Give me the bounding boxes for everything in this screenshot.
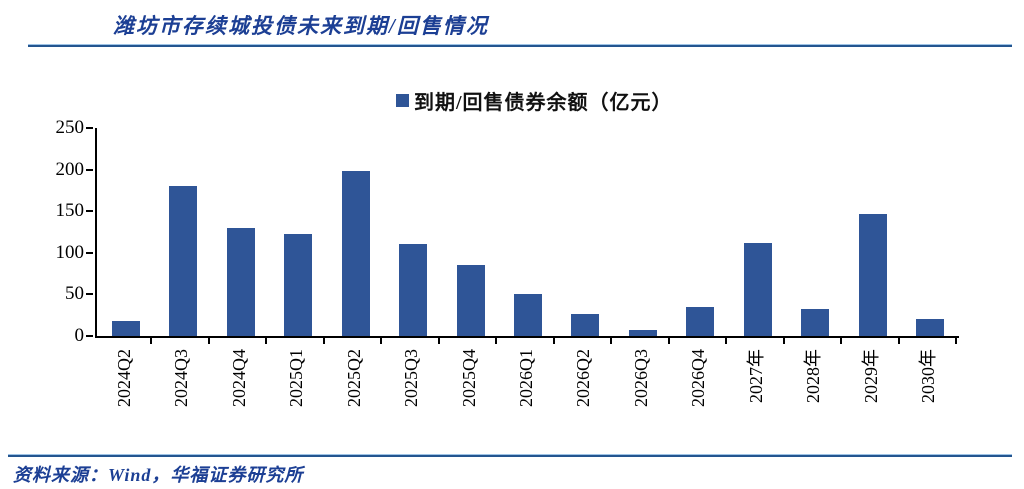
x-axis-category-label-2029年: 2029年 xyxy=(860,349,881,403)
y-axis-tick-mark-0 xyxy=(86,335,93,337)
x-axis-category-label-2026Q1: 2026Q1 xyxy=(516,349,536,407)
bar-2027年 xyxy=(743,242,772,336)
bar-2030年 xyxy=(916,318,945,336)
bar-chart-plot-area xyxy=(95,128,959,338)
x-axis-category-label-2025Q4: 2025Q4 xyxy=(458,349,479,407)
x-axis-category-label-2028年: 2028年 xyxy=(803,349,824,403)
x-axis-tick-mark-13 xyxy=(840,337,843,344)
x-axis-category-label-2025Q2: 2025Q2 xyxy=(343,349,364,407)
x-axis-tick-mark-5 xyxy=(380,337,383,344)
footer-divider-dark-stripe xyxy=(8,455,1012,457)
chart-legend: 到期/回售债券余额（亿元） xyxy=(396,86,673,115)
x-axis-category-label-2026Q2: 2026Q2 xyxy=(573,349,594,407)
bar-2028年 xyxy=(801,309,830,336)
x-axis-tick-mark-7 xyxy=(495,337,498,344)
x-axis-category-label-2027年: 2027年 xyxy=(745,349,766,403)
bar-2025Q3 xyxy=(399,243,428,336)
x-axis-tick-mark-11 xyxy=(725,337,728,344)
bar-2024Q4 xyxy=(226,227,255,336)
y-axis-tick-mark-50 xyxy=(86,293,93,296)
legend-square-marker-icon xyxy=(396,94,409,107)
y-axis-tick-label-50: 50 xyxy=(65,283,84,305)
x-axis-tick-mark-3 xyxy=(265,337,268,344)
bar-2029年 xyxy=(858,213,887,336)
x-axis-tick-mark-15 xyxy=(955,337,957,344)
y-axis-tick-label-100: 100 xyxy=(55,241,85,263)
x-axis-tick-mark-1 xyxy=(150,337,153,344)
bar-2024Q3 xyxy=(169,186,198,336)
x-axis-tick-mark-9 xyxy=(610,337,613,344)
y-axis-tick-mark-150 xyxy=(86,210,93,213)
footer-divider-light-stripe xyxy=(8,454,1012,455)
title-divider-dark-stripe xyxy=(28,45,1012,47)
bar-2026Q4 xyxy=(686,306,715,336)
bar-2025Q4 xyxy=(456,265,485,336)
x-axis-category-label-2024Q2: 2024Q2 xyxy=(113,349,134,407)
bar-2026Q1 xyxy=(514,293,542,336)
y-axis-tick-label-0: 0 xyxy=(74,325,85,346)
x-axis-category-label-2025Q1: 2025Q1 xyxy=(286,349,307,407)
x-axis-tick-mark-8 xyxy=(552,337,555,344)
x-axis-tick-mark-14 xyxy=(897,337,900,344)
x-axis-category-label-2024Q3: 2024Q3 xyxy=(171,349,192,407)
x-axis-category-label-2026Q4: 2026Q4 xyxy=(688,349,709,407)
chart-title: 潍坊市存续城投债未来到期/回售情况 xyxy=(113,14,489,38)
legend-series-label: 到期/回售债券余额（亿元） xyxy=(414,92,673,114)
y-axis-tick-mark-100 xyxy=(86,251,93,254)
data-source-note: 资料来源：Wind，华福证券研究所 xyxy=(13,465,304,485)
x-axis-tick-mark-10 xyxy=(667,337,670,344)
y-axis-tick-label-200: 200 xyxy=(55,158,85,180)
x-axis-tick-mark-2 xyxy=(207,337,210,344)
bar-2024Q2 xyxy=(111,321,140,336)
x-axis-category-label-2030年: 2030年 xyxy=(918,349,939,403)
y-axis-tick-mark-200 xyxy=(86,168,93,171)
x-axis-category-label-2026Q3: 2026Q3 xyxy=(630,349,651,407)
title-divider-line xyxy=(28,44,1012,47)
x-axis-category-label-2025Q3: 2025Q3 xyxy=(401,349,422,407)
x-axis-tick-mark-12 xyxy=(782,337,785,344)
y-axis-tick-mark-250 xyxy=(86,127,93,129)
bar-2026Q3 xyxy=(628,330,657,336)
y-axis-tick-label-250: 250 xyxy=(55,117,85,138)
bar-2026Q2 xyxy=(571,313,600,336)
bar-2025Q1 xyxy=(284,233,313,336)
title-divider-light-stripe xyxy=(28,44,1012,45)
x-axis-tick-mark-6 xyxy=(437,337,440,344)
bar-2025Q2 xyxy=(341,171,370,336)
x-axis-category-label-2024Q4: 2024Q4 xyxy=(228,349,249,407)
x-axis-tick-mark-4 xyxy=(322,337,325,344)
y-axis-tick-label-150: 150 xyxy=(55,200,85,222)
footer-divider-line xyxy=(8,454,1012,457)
